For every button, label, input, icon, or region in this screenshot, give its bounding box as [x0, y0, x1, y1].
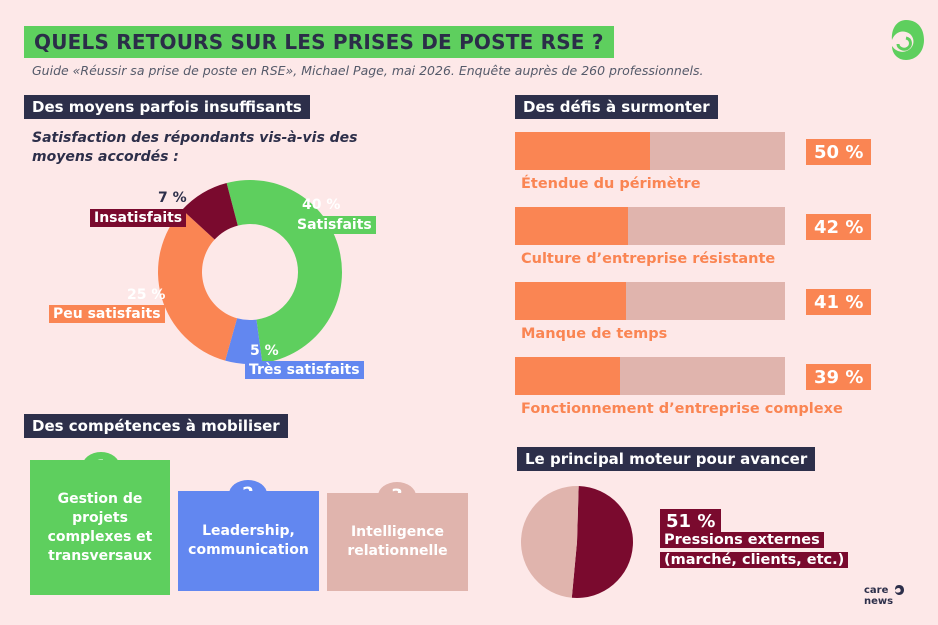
skill-card-1: Gestion de projets complexes et transver… — [30, 460, 170, 595]
challenge-value-label: 41 % — [806, 289, 872, 315]
section-skills-heading: Des compétences à mobiliser — [24, 414, 288, 438]
challenge-bar — [515, 357, 621, 395]
skill-card-3: Intelligence relationnelle — [327, 493, 468, 591]
peu-satisfaits-value: 25 % — [127, 287, 166, 303]
skill-card-2: Leadership, communication — [178, 491, 319, 591]
pie-slice — [521, 486, 579, 598]
pie-slice — [571, 486, 634, 598]
challenge-value-label: 50 % — [806, 139, 872, 165]
leaf-logo-icon — [891, 20, 924, 60]
page-title: QUELS RETOURS SUR LES PRISES DE POSTE RS… — [24, 26, 614, 58]
tres-satisfaits-value: 5 % — [250, 343, 279, 359]
satisfaction-question: Satisfaction des répondants vis-à-vis de… — [32, 130, 358, 165]
challenge-category-label: Fonctionnement d’entreprise complexe — [521, 401, 843, 417]
challenge-bar-track — [515, 282, 785, 320]
challenge-bar — [515, 207, 629, 245]
section-challenges-heading: Des défis à surmonter — [515, 95, 718, 119]
section-driver-heading: Le principal moteur pour avancer — [517, 447, 816, 471]
logo-leaf-icon — [895, 585, 904, 595]
challenge-bar — [515, 282, 626, 320]
insatisfaits-label: Insatisfaits — [90, 209, 187, 227]
challenge-bar-track — [515, 132, 785, 170]
driver-label-text: Pressions externes (marché, clients, etc… — [660, 532, 849, 568]
challenge-category-label: Manque de temps — [521, 326, 668, 342]
challenge-bar-track — [515, 357, 785, 395]
tres-satisfaits-label: Très satisfaits — [245, 361, 364, 379]
challenge-bar-track — [515, 207, 785, 245]
source-note: Guide «Réussir sa prise de poste en RSE»… — [32, 63, 704, 78]
satisfaits-value: 40 % — [302, 197, 341, 213]
challenge-category-label: Étendue du périmètre — [521, 176, 701, 192]
driver-label: Pressions externes (marché, clients, etc… — [660, 530, 870, 570]
logo-line-1: care — [864, 585, 889, 596]
section-means-heading: Des moyens parfois insuffisants — [24, 95, 310, 119]
donut-slice — [225, 318, 263, 364]
insatisfaits-value: 7 % — [158, 190, 187, 206]
donut-slice — [158, 209, 238, 361]
driver-value: 51 % — [660, 509, 722, 533]
challenge-value-label: 42 % — [806, 214, 872, 240]
carenews-logo: care news — [864, 585, 893, 607]
driver-pie-chart — [521, 486, 634, 598]
challenge-value-label: 39 % — [806, 364, 872, 390]
logo-line-2: news — [864, 596, 894, 607]
challenge-category-label: Culture d’entreprise résistante — [521, 251, 776, 267]
peu-satisfaits-label: Peu satisfaits — [49, 305, 165, 323]
challenge-bar — [515, 132, 650, 170]
satisfaits-label: Satisfaits — [293, 216, 376, 234]
donut-slice — [182, 183, 238, 240]
